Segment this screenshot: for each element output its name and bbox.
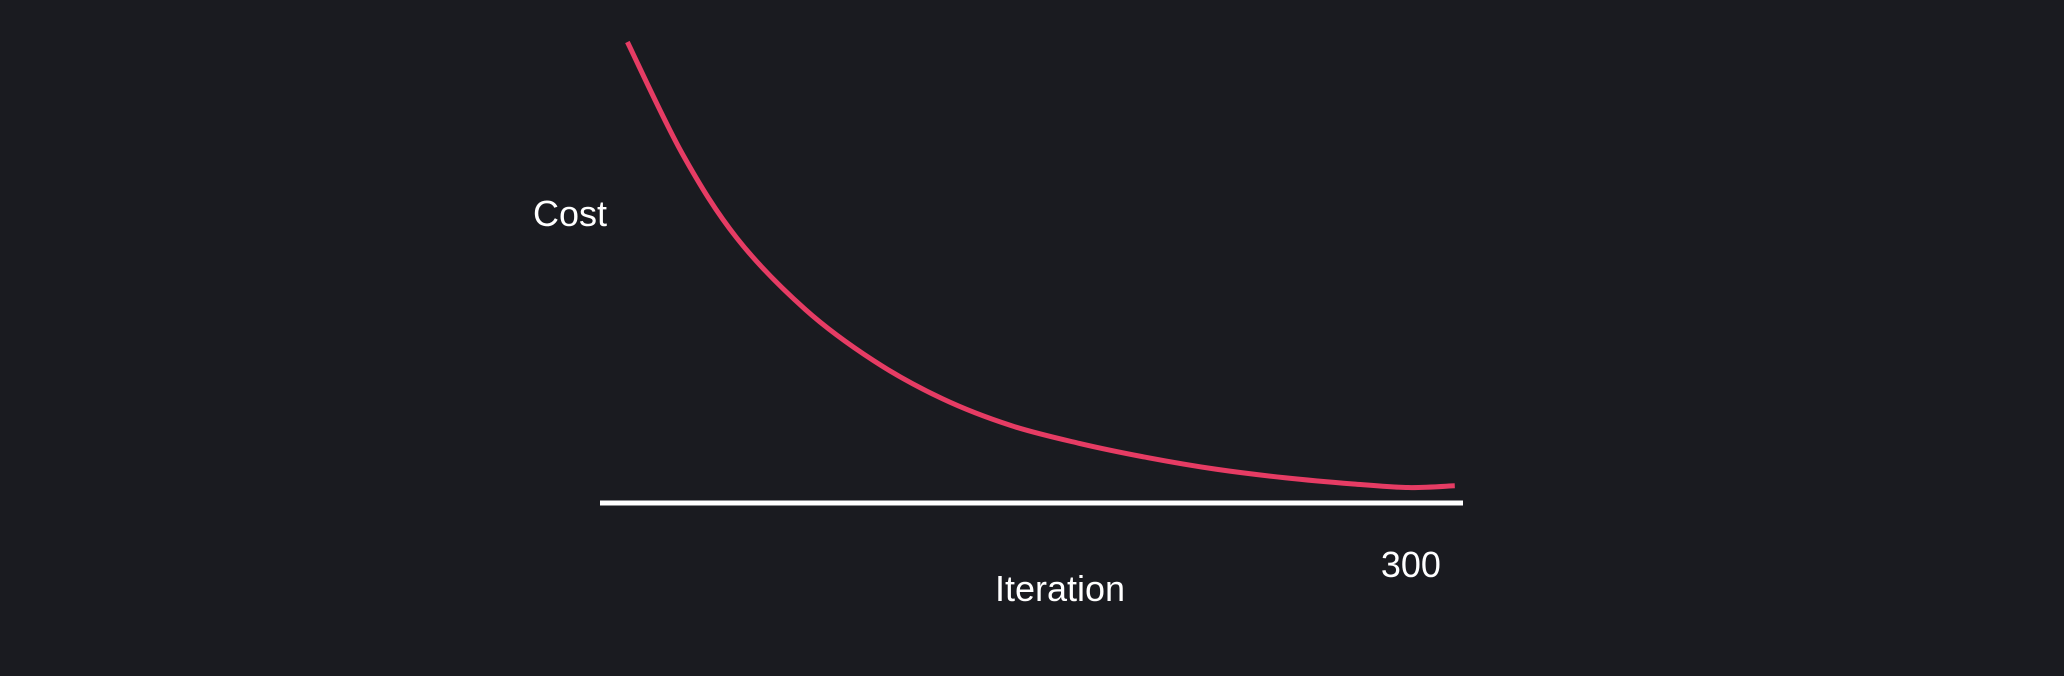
cost-curve [625, 40, 1455, 491]
y-axis-label: Cost [533, 193, 607, 234]
x-axis-label: Iteration [995, 568, 1125, 609]
x-tick-labels: 300 [1381, 544, 1441, 585]
x-tick-label: 300 [1381, 544, 1441, 585]
